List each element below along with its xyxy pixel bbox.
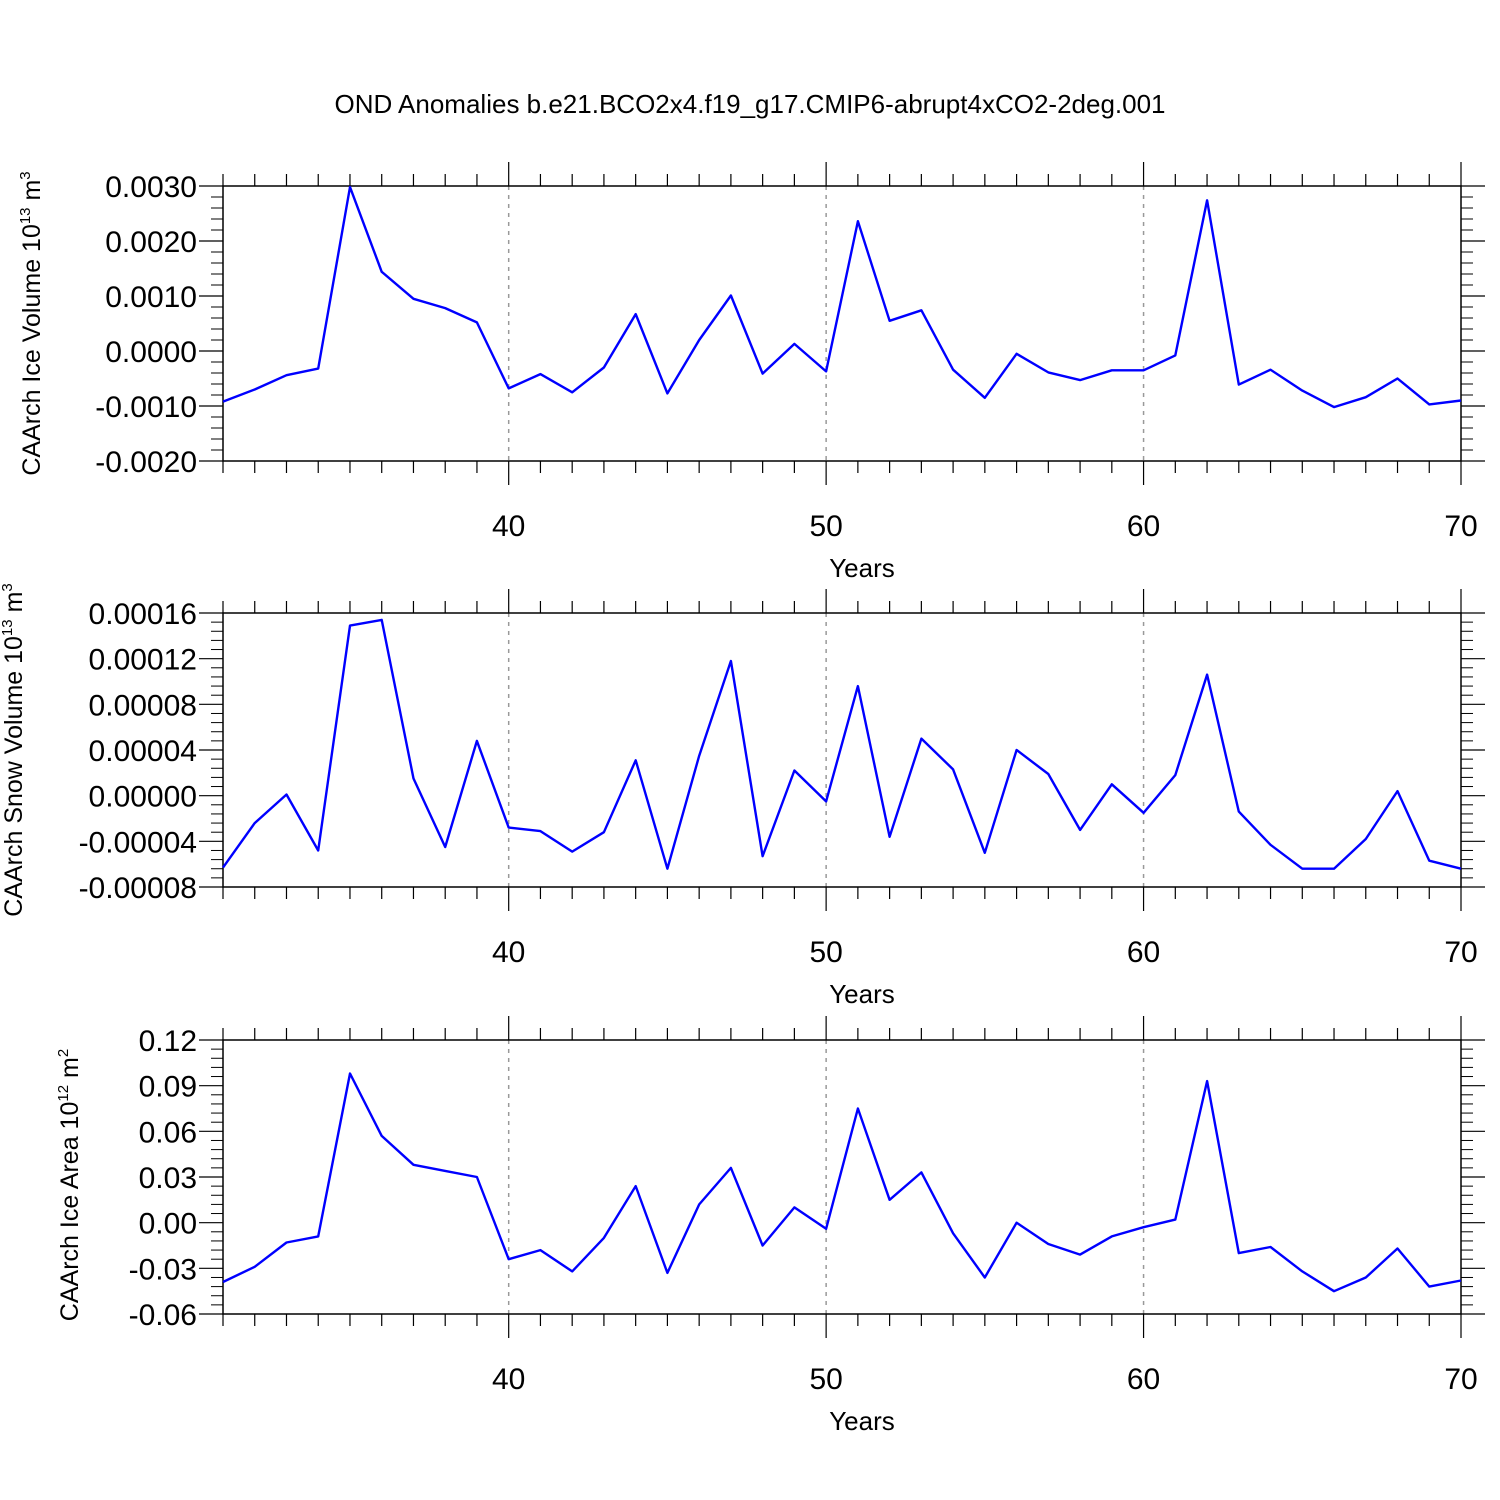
y-tick-label: 0.0000 — [105, 336, 197, 369]
y-tick-label: -0.00004 — [79, 826, 197, 859]
x-tick-label: 70 — [1444, 936, 1477, 969]
y-tick-label: -0.0020 — [95, 446, 197, 479]
x-tick-label: 50 — [809, 936, 842, 969]
y-tick-label: -0.03 — [129, 1253, 197, 1286]
x-axis-label: Years — [829, 553, 895, 583]
series-line — [222, 1072, 1462, 1293]
x-axis-label: Years — [829, 1406, 895, 1436]
y-tick-label: 0.12 — [139, 1025, 197, 1058]
series-line — [222, 618, 1462, 870]
x-tick-label: 60 — [1127, 1363, 1160, 1396]
x-tick-label: 60 — [1127, 936, 1160, 969]
x-tick-label: 50 — [809, 510, 842, 543]
y-tick-label: 0.00000 — [89, 781, 197, 814]
chart-panel-3: -0.06 -0.03 0.00 0.03 0.06 0.09 0.12 40 50 60 70 Ye… — [55, 1016, 1485, 1436]
series-line — [222, 185, 1462, 409]
y-tick-label: 0.03 — [139, 1162, 197, 1195]
plot-frame — [222, 185, 1462, 462]
y-tick-label: 0.0010 — [105, 281, 197, 314]
y-tick-label: 0.00012 — [89, 644, 197, 677]
x-tick-label: 40 — [492, 510, 525, 543]
x-tick-label: 70 — [1444, 1363, 1477, 1396]
y-tick-label: 0.00 — [139, 1208, 197, 1241]
x-tick-label: 60 — [1127, 510, 1160, 543]
chart-title: OND Anomalies b.e21.BCO2x4.f19_g17.CMIP6… — [334, 89, 1165, 119]
y-tick-label: 0.00016 — [89, 598, 197, 631]
y-tick-label: 0.09 — [139, 1071, 197, 1104]
y-tick-label: 0.0030 — [105, 171, 197, 204]
y-axis-label: CAArch Ice Area 1012 m2 — [55, 1049, 84, 1321]
y-tick-label: 0.00004 — [89, 735, 197, 768]
x-axis-label: Years — [829, 979, 895, 1009]
x-tick-label: 50 — [809, 1363, 842, 1396]
y-axis-label: CAArch Ice Volume 1013 m3 — [17, 171, 46, 475]
chart-panel-2: -0.00008 -0.00004 0.00000 0.00004 0.00008 0.0… — [0, 583, 1485, 1009]
x-tick-label: 40 — [492, 1363, 525, 1396]
y-tick-label: -0.06 — [129, 1299, 197, 1332]
y-tick-label: 0.0020 — [105, 226, 197, 259]
y-tick-label: -0.00008 — [79, 872, 197, 905]
y-axis-label: CAArch Snow Volume 1013 m3 — [0, 583, 28, 917]
y-tick-label: 0.00008 — [89, 689, 197, 722]
plot-frame — [222, 1039, 1462, 1315]
y-tick-label: -0.0010 — [95, 391, 197, 424]
y-tick-label: 0.06 — [139, 1116, 197, 1149]
chart-panel-1: -0.0020 -0.0010 0.0000 0.0010 0.0020 0.0030 40… — [17, 162, 1485, 583]
x-tick-label: 40 — [492, 936, 525, 969]
x-tick-label: 70 — [1444, 510, 1477, 543]
